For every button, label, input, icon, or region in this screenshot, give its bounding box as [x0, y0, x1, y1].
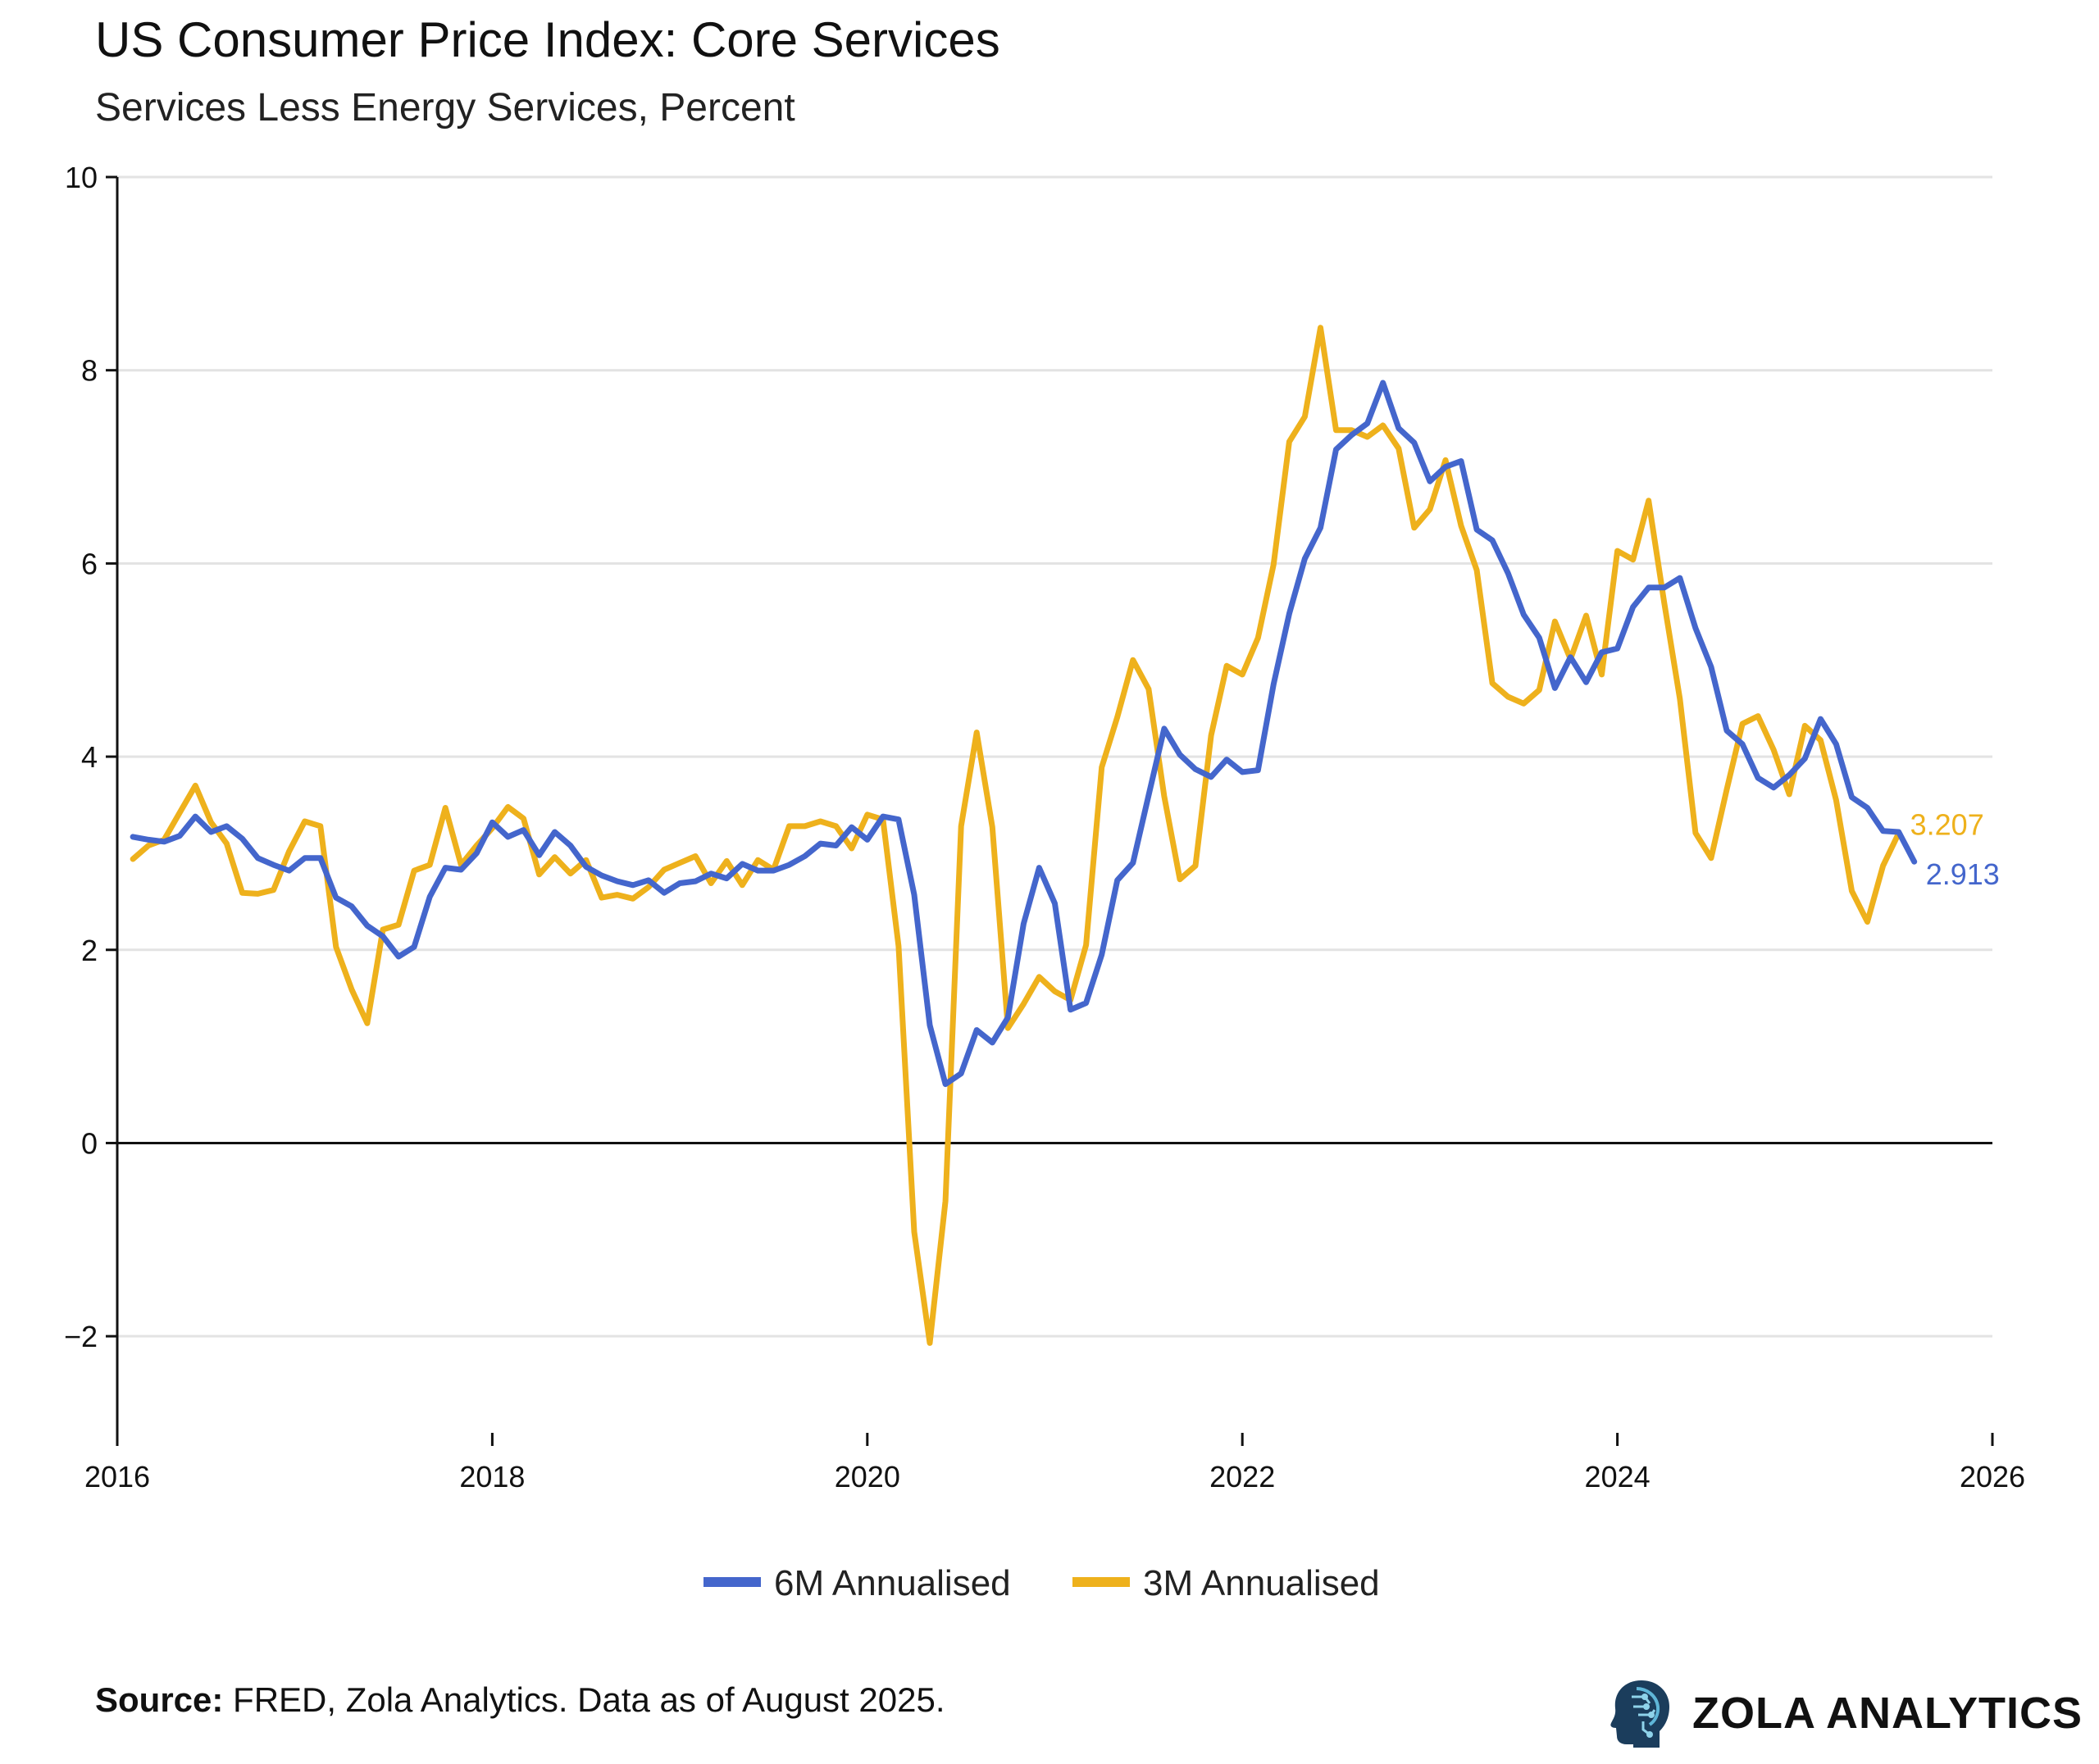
x-tick-label: 2026	[1960, 1460, 2025, 1493]
end-label-3m: 3.207	[1910, 808, 1984, 842]
legend-label: 3M Annualised	[1143, 1563, 1380, 1603]
chart-title: US Consumer Price Index: Core Services	[95, 12, 1000, 67]
x-tick-label: 2018	[459, 1460, 525, 1493]
legend: 6M Annualised 3M Annualised	[703, 1563, 1380, 1603]
legend-label: 6M Annualised	[774, 1563, 1011, 1603]
x-tick-label: 2024	[1585, 1460, 1651, 1493]
y-tick-label: 8	[81, 354, 98, 388]
y-tick-label: 4	[81, 740, 98, 774]
y-tick-label: 10	[65, 161, 98, 194]
y-tick-label: 6	[81, 547, 98, 580]
x-tick-label: 2022	[1209, 1460, 1275, 1493]
source-text: FRED, Zola Analytics. Data as of August …	[233, 1680, 945, 1719]
end-labels: 2.913 3.207	[1910, 808, 2000, 892]
x-tick-label: 2016	[84, 1460, 150, 1493]
series-line-3m	[130, 325, 1902, 1346]
x-tick-label: 2020	[835, 1460, 900, 1493]
brain-head-icon	[1610, 1680, 1669, 1748]
source-label: Source:	[95, 1680, 224, 1719]
brand-name: ZOLA ANALYTICS	[1691, 1689, 2083, 1738]
brand-logo: ZOLA ANALYTICS	[1609, 1676, 2083, 1750]
end-label-6m: 2.913	[1926, 857, 2000, 891]
axes	[106, 175, 1994, 1446]
chart-subtitle: Services Less Energy Services, Percent	[95, 86, 795, 130]
series-lines	[130, 325, 1918, 1346]
source-note: Source: FRED, Zola Analytics. Data as of…	[95, 1680, 945, 1720]
grid-lines	[117, 175, 1992, 1338]
y-tick-label: −2	[64, 1320, 98, 1353]
y-tick-label: 2	[81, 934, 98, 967]
tick-labels: −2 0 2 4 6 8 10 2016 2018 2020 2022 2024 2026	[64, 161, 2025, 1493]
y-tick-label: 0	[81, 1126, 98, 1160]
series-line-6m	[130, 380, 1918, 1088]
